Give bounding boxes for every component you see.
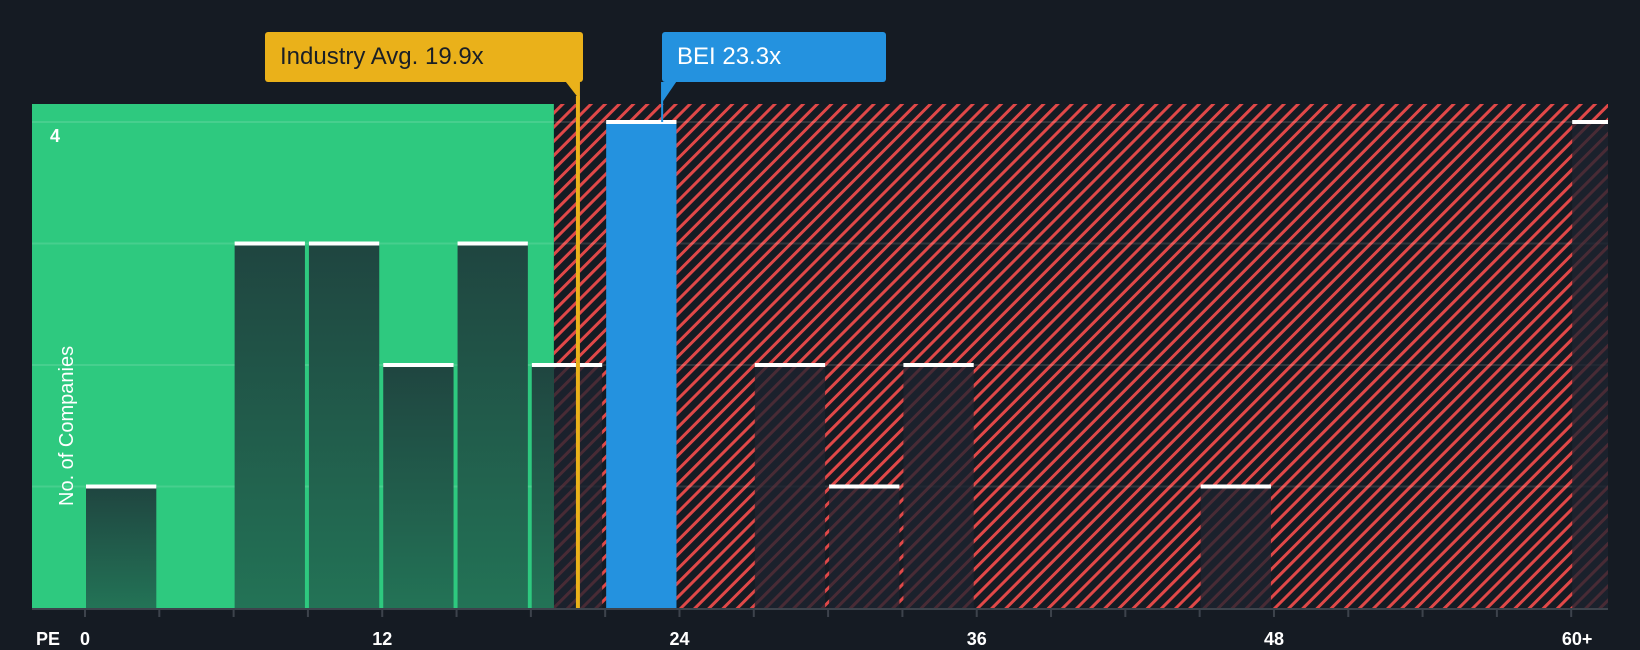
- histogram-bar-segment: [531, 365, 554, 608]
- x-tick: [232, 608, 235, 617]
- x-axis-line: [32, 608, 1608, 610]
- bar-top-marker: [234, 241, 305, 246]
- company-pe-callout: BEI 23.3x: [662, 32, 886, 82]
- y-axis-max-label: 4: [50, 126, 61, 146]
- industry-callout-pointer: [565, 82, 580, 100]
- x-tick: [1347, 608, 1350, 617]
- x-tick: [604, 608, 607, 617]
- x-tick: [1570, 608, 1573, 617]
- x-tick: [1272, 608, 1275, 617]
- x-tick: [1421, 608, 1424, 617]
- x-tick: [455, 608, 458, 617]
- x-tick-label: 24: [669, 629, 690, 649]
- x-tick: [1495, 608, 1498, 617]
- histogram-bar: [383, 365, 454, 608]
- histogram-bar: [86, 486, 157, 608]
- x-axis-label: PE: [36, 629, 61, 649]
- bar-top-marker: [308, 241, 380, 246]
- x-tick-label: 60+: [1561, 629, 1593, 649]
- bar-top-marker: [383, 363, 454, 367]
- x-tick-label: 12: [372, 629, 393, 649]
- x-tick: [84, 608, 86, 617]
- histogram-bar: [754, 365, 826, 608]
- x-tick-label: 36: [966, 629, 987, 649]
- histogram-bar: [829, 486, 900, 608]
- industry-average-label: Industry Avg. 19.9x: [280, 43, 484, 70]
- industry-average-line: [575, 96, 580, 608]
- x-tick: [1050, 608, 1053, 617]
- bar-top-marker: [829, 484, 900, 489]
- bar-top-marker: [457, 241, 528, 246]
- x-tick: [529, 608, 532, 617]
- bar-top-marker: [606, 120, 677, 124]
- bar-top-marker: [754, 363, 826, 367]
- x-tick: [975, 608, 978, 617]
- histogram-bar: [903, 365, 974, 608]
- histogram-bars: [86, 120, 1608, 608]
- bar-top-marker: [1200, 484, 1271, 489]
- x-axis: [32, 608, 1608, 617]
- x-tick-label: 0: [79, 629, 91, 649]
- y-axis-label: No. of Companies: [56, 345, 78, 506]
- x-tick: [901, 608, 904, 617]
- bar-top-marker: [531, 363, 603, 367]
- x-tick: [678, 608, 681, 617]
- histogram-bar: [457, 243, 528, 608]
- histogram-bar: [308, 243, 380, 608]
- company-pe-label: BEI 23.3x: [677, 43, 782, 70]
- x-tick-label: 48: [1263, 629, 1284, 649]
- x-tick: [827, 608, 830, 617]
- company-callout-pointer: [661, 82, 677, 104]
- bar-top-marker: [86, 484, 157, 489]
- industry-average-callout: Industry Avg. 19.9x: [265, 32, 583, 82]
- histogram-bar: [1572, 122, 1608, 608]
- histogram-bar: [1200, 486, 1271, 608]
- x-tick: [381, 608, 384, 617]
- overvalued-zone: [553, 104, 1608, 608]
- valuation-regions: [32, 104, 1608, 608]
- bar-top-marker: [903, 363, 974, 367]
- x-tick: [1198, 608, 1201, 617]
- x-tick: [158, 608, 161, 617]
- highlighted-bar: [606, 122, 677, 608]
- bar-top-marker: [1572, 120, 1608, 124]
- histogram-bar: [234, 243, 305, 608]
- reference-lines: [565, 82, 677, 608]
- x-tick: [306, 608, 309, 617]
- x-tick: [752, 608, 755, 617]
- x-tick: [1124, 608, 1127, 617]
